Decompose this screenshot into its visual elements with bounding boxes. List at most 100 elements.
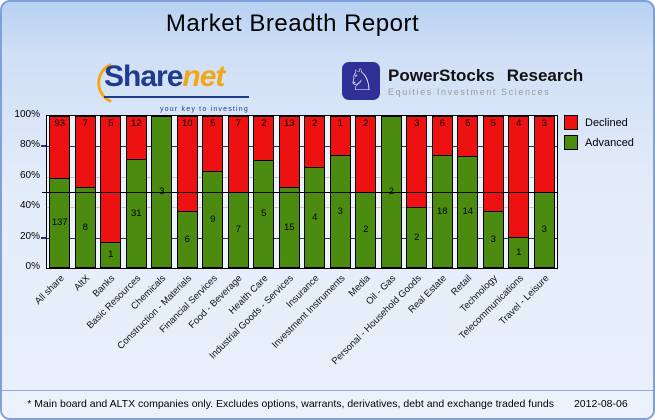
segment-advanced: 8 bbox=[75, 187, 95, 267]
y-tick-label: 100% bbox=[14, 109, 40, 120]
segment-advanced: 3 bbox=[534, 192, 554, 267]
advanced-value-label: 4 bbox=[312, 211, 318, 223]
declined-value-label: 1 bbox=[337, 118, 343, 129]
segment-declined bbox=[330, 117, 350, 155]
segment-advanced: 31 bbox=[126, 158, 146, 267]
declined-value-label: 12 bbox=[130, 118, 142, 129]
chart-plot-area: 1379387153112361095775215134231222231861… bbox=[42, 115, 558, 269]
legend-label: Advanced bbox=[585, 136, 634, 149]
segment-advanced: 137 bbox=[50, 177, 70, 267]
segment-advanced: 2 bbox=[407, 207, 427, 267]
powerstocks-name-1: PowerStocks bbox=[388, 65, 495, 85]
advanced-value-label: 3 bbox=[490, 233, 496, 245]
declined-value-label: 4 bbox=[516, 118, 522, 129]
x-axis-label: All share bbox=[32, 273, 67, 307]
declined-value-label: 5 bbox=[490, 118, 496, 129]
y-axis-labels: 0% 20% 40% 60% 80% 100% bbox=[2, 109, 40, 272]
declined-value-label: 13 bbox=[283, 118, 295, 129]
segment-declined bbox=[458, 117, 478, 157]
segment-advanced: 1 bbox=[509, 237, 529, 267]
advanced-value-label: 7 bbox=[235, 224, 241, 236]
chart-legend: Declined Advanced bbox=[564, 115, 634, 155]
gridline-40 bbox=[47, 207, 557, 209]
bar-industrial-goods-services: 15 13 bbox=[278, 116, 300, 268]
segment-advanced: 4 bbox=[305, 167, 325, 267]
gridline-80 bbox=[47, 146, 557, 148]
declined-value-label: 2 bbox=[261, 118, 267, 129]
segment-declined bbox=[305, 117, 325, 167]
advanced-value-label: 3 bbox=[541, 224, 547, 236]
y-tick-label: 20% bbox=[19, 230, 40, 242]
declined-value-label: 6 bbox=[439, 118, 445, 129]
declined-value-label: 7 bbox=[82, 118, 88, 129]
x-axis-labels: All share AltX Banks Basic Resources Chemica… bbox=[33, 273, 556, 398]
advanced-value-label: 18 bbox=[436, 205, 448, 217]
advanced-value-label: 8 bbox=[82, 221, 88, 233]
segment-advanced: 5 bbox=[254, 159, 274, 267]
bar-construction-materials: 6 10 bbox=[176, 116, 198, 268]
advanced-value-label: 6 bbox=[184, 233, 190, 245]
powerstocks-logo: ♘ PowerStocks Research Equities Investmen… bbox=[342, 62, 583, 100]
reference-line-50pct bbox=[42, 192, 557, 193]
segment-advanced: 6 bbox=[177, 210, 197, 267]
bar-basic-resources: 31 12 bbox=[125, 116, 147, 268]
declined-value-label: 2 bbox=[312, 118, 318, 129]
declined-value-label: 3 bbox=[414, 118, 420, 129]
advanced-value-label: 2 bbox=[363, 224, 369, 236]
segment-declined bbox=[509, 117, 529, 237]
advanced-value-label: 3 bbox=[337, 205, 343, 217]
declined-value-label: 5 bbox=[465, 118, 471, 129]
sharenet-arc-icon bbox=[97, 63, 112, 103]
sharenet-tagline: your key to investing bbox=[159, 106, 249, 113]
segment-advanced: 3 bbox=[330, 154, 350, 267]
segment-declined bbox=[101, 117, 121, 242]
knight-chess-icon: ♘ bbox=[342, 62, 380, 100]
advanced-value-label: 2 bbox=[414, 231, 420, 243]
x-axis-label: AltX bbox=[71, 273, 93, 294]
advanced-value-label: 1 bbox=[108, 249, 114, 261]
advanced-value-label: 2 bbox=[389, 187, 394, 197]
footer-note: * Main board and ALTX companies only. Ex… bbox=[27, 398, 554, 410]
legend-swatch-advanced bbox=[564, 135, 578, 150]
legend-swatch-declined bbox=[564, 115, 578, 130]
sharenet-logo: Sharenet your key to investing bbox=[90, 60, 255, 113]
advanced-value-label: 5 bbox=[261, 208, 267, 220]
advanced-value-label: 15 bbox=[283, 221, 295, 233]
declined-value-label: 7 bbox=[235, 118, 241, 129]
segment-declined bbox=[432, 117, 452, 155]
footer-date: 2012-08-06 bbox=[573, 398, 628, 410]
segment-declined bbox=[177, 117, 197, 211]
segment-declined bbox=[126, 117, 146, 159]
segment-advanced: 14 bbox=[458, 156, 478, 267]
gridline-20 bbox=[47, 237, 557, 239]
segment-declined bbox=[228, 117, 248, 192]
segment-advanced: 2 bbox=[356, 192, 376, 267]
sharenet-word-net: net bbox=[182, 60, 225, 93]
sharenet-word-share: Share bbox=[104, 60, 183, 93]
segment-declined bbox=[356, 117, 376, 192]
segment-advanced: 18 bbox=[432, 154, 452, 267]
segment-declined bbox=[203, 117, 223, 171]
declined-value-label: 10 bbox=[181, 118, 193, 129]
advanced-value-label: 1 bbox=[516, 246, 522, 258]
footer: * Main board and ALTX companies only. Ex… bbox=[2, 390, 653, 418]
y-tick-label: 0% bbox=[25, 261, 40, 272]
advanced-value-label: 14 bbox=[462, 206, 474, 218]
legend-label: Declined bbox=[585, 116, 628, 129]
segment-declined bbox=[254, 117, 274, 160]
powerstocks-name-2: Research bbox=[506, 65, 584, 85]
segment-declined bbox=[75, 117, 95, 187]
declined-value-label: 5 bbox=[108, 118, 114, 129]
advanced-value-label: 9 bbox=[210, 213, 216, 225]
segment-declined bbox=[534, 117, 554, 192]
y-tick-label: 60% bbox=[19, 169, 40, 181]
gridline-60 bbox=[47, 176, 557, 178]
y-tick-label: 40% bbox=[19, 200, 40, 212]
segment-advanced: 3 bbox=[483, 210, 503, 267]
y-tick-label: 80% bbox=[19, 139, 40, 151]
